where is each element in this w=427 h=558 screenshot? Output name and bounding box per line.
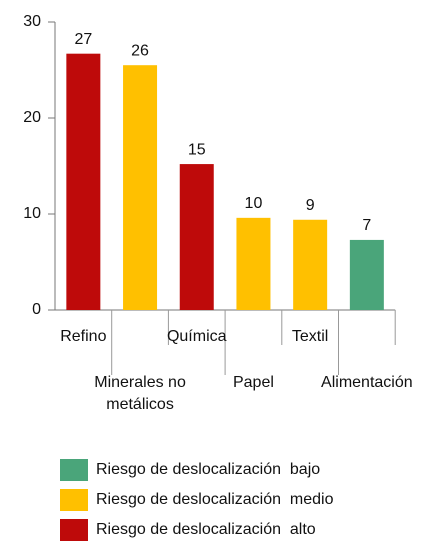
data-label: 15: [188, 141, 206, 158]
bar: [179, 164, 214, 310]
x-tick-label: Papel: [232, 374, 274, 391]
y-tick-label: 20: [23, 109, 41, 126]
bar: [123, 65, 158, 310]
y-tick-label: 0: [32, 301, 41, 318]
x-tick-label: Refino: [60, 328, 107, 345]
bar: [66, 53, 101, 311]
bar: [236, 217, 271, 310]
data-label: 27: [74, 31, 92, 48]
y-tick-label: 30: [23, 13, 41, 30]
data-label: 26: [131, 42, 149, 59]
data-label: 9: [306, 197, 315, 214]
legend-label: Riesgo de deslocalización alto: [96, 521, 316, 538]
legend-label: Riesgo de deslocalización bajo: [96, 461, 320, 478]
legend-label: Riesgo de deslocalización medio: [96, 491, 334, 508]
x-tick-label: Minerales no metálicos: [94, 374, 186, 413]
legend-swatch: [60, 489, 88, 511]
data-label: 10: [245, 195, 263, 212]
legend-swatch: [60, 519, 88, 541]
x-tick-label: Textil: [291, 328, 329, 345]
bar: [349, 239, 384, 310]
data-label: 7: [362, 217, 371, 234]
y-tick-label: 10: [23, 205, 41, 222]
bar: [293, 219, 328, 310]
x-tick-label: Química: [166, 328, 227, 345]
legend-swatch: [60, 459, 88, 481]
x-tick-label: Alimentación: [321, 374, 413, 391]
